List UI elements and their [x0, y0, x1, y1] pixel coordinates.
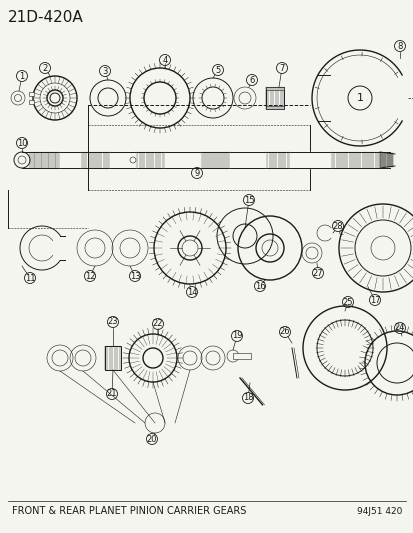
- Text: 1: 1: [356, 93, 363, 103]
- Text: 6: 6: [249, 76, 254, 85]
- Bar: [29, 100, 34, 104]
- Text: 1: 1: [19, 71, 24, 80]
- Text: 21: 21: [107, 390, 117, 399]
- Text: FRONT & REAR PLANET PINION CARRIER GEARS: FRONT & REAR PLANET PINION CARRIER GEARS: [12, 506, 246, 516]
- Text: 16: 16: [254, 281, 265, 290]
- Text: 25: 25: [342, 297, 352, 306]
- Text: 26: 26: [279, 327, 290, 336]
- Bar: [29, 92, 34, 96]
- Text: 28: 28: [332, 222, 342, 230]
- Text: 2: 2: [42, 63, 47, 72]
- Text: 3: 3: [102, 67, 107, 76]
- Text: 20: 20: [146, 434, 157, 443]
- Text: 27: 27: [312, 269, 323, 278]
- Text: 24: 24: [394, 324, 404, 333]
- Text: 11: 11: [25, 273, 35, 282]
- Text: 7: 7: [279, 63, 284, 72]
- Text: 19: 19: [231, 332, 242, 341]
- Text: 8: 8: [396, 42, 402, 51]
- Bar: [233, 353, 250, 359]
- Text: 22: 22: [152, 319, 163, 328]
- Text: 13: 13: [129, 271, 140, 280]
- Text: 17: 17: [369, 295, 380, 304]
- Text: 4: 4: [162, 55, 167, 64]
- Text: 9: 9: [194, 168, 199, 177]
- Bar: [266, 87, 283, 109]
- Text: 18: 18: [242, 393, 253, 402]
- Text: 12: 12: [85, 271, 95, 280]
- Text: 21D-420A: 21D-420A: [8, 10, 83, 25]
- Bar: [105, 346, 121, 370]
- Circle shape: [130, 157, 136, 163]
- Text: 94J51 420: 94J51 420: [356, 506, 401, 515]
- Text: 15: 15: [243, 196, 254, 205]
- Text: 5: 5: [215, 66, 220, 75]
- Text: 23: 23: [107, 318, 118, 327]
- Bar: [266, 87, 283, 90]
- Text: 10: 10: [17, 139, 27, 148]
- Text: C: C: [338, 230, 342, 236]
- Bar: [266, 106, 283, 109]
- Text: 14: 14: [186, 287, 197, 296]
